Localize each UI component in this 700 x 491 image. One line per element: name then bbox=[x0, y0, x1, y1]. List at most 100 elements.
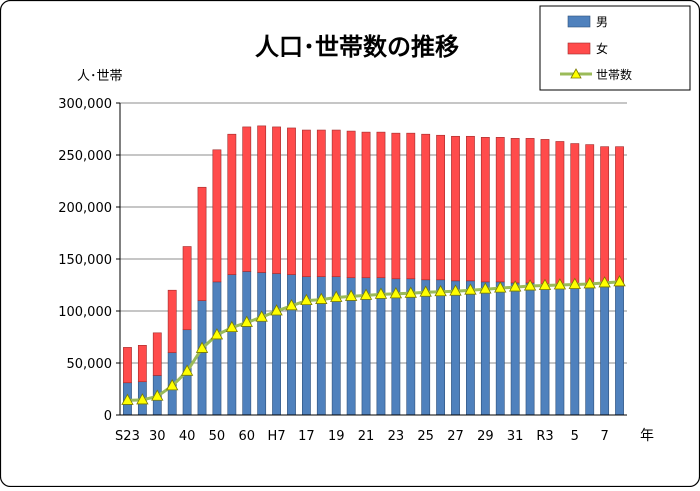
households-marker bbox=[136, 393, 149, 405]
households-marker bbox=[270, 304, 283, 316]
bar-female bbox=[451, 135, 460, 282]
bar-male bbox=[570, 284, 580, 416]
households-marker bbox=[613, 275, 626, 287]
x-tick-label: 29 bbox=[477, 429, 494, 444]
bar-male bbox=[227, 274, 237, 416]
bar-female bbox=[272, 126, 281, 274]
x-tick-label: 19 bbox=[328, 429, 345, 444]
x-tick-label: H7 bbox=[268, 429, 286, 444]
bar-female bbox=[361, 131, 371, 279]
bar-female bbox=[242, 126, 252, 272]
bar-female bbox=[346, 130, 356, 279]
households-marker bbox=[330, 290, 343, 302]
x-tick-label: 23 bbox=[388, 429, 405, 444]
bar-female bbox=[197, 186, 207, 301]
households-marker bbox=[464, 283, 477, 295]
bar-male bbox=[495, 281, 505, 416]
bar-male bbox=[406, 278, 416, 416]
households-marker bbox=[210, 328, 224, 340]
households-marker bbox=[285, 298, 298, 311]
x-tick-label: 60 bbox=[238, 429, 255, 444]
households-marker bbox=[568, 277, 581, 289]
households-marker bbox=[449, 284, 462, 296]
bar-female bbox=[123, 347, 132, 384]
bar-male bbox=[600, 285, 610, 416]
households-marker bbox=[404, 286, 417, 298]
bar-female bbox=[182, 246, 192, 331]
y-tick-labels: 0 50,000 100,000 150,000 200,000 250,000 300,0… bbox=[58, 97, 112, 424]
x-tick-label: R3 bbox=[536, 429, 553, 444]
bar-female bbox=[585, 144, 595, 286]
x-tick-labels: S23 30 40 50 60 H7 17 19 21 23 25 27 29 31 R3 5 7 bbox=[115, 429, 609, 444]
bar-male bbox=[585, 284, 595, 416]
bar-male bbox=[212, 281, 222, 416]
households-marker bbox=[553, 278, 567, 290]
households-marker bbox=[195, 341, 209, 353]
bar-female bbox=[212, 149, 222, 283]
households-marker bbox=[240, 315, 253, 327]
households-marker bbox=[389, 287, 403, 299]
y-tick-label: 300,000 bbox=[58, 97, 112, 112]
y-axis-label: 人･世帯 bbox=[77, 69, 123, 84]
households-line bbox=[121, 275, 626, 405]
bar-female bbox=[436, 134, 446, 281]
x-tick-label: S23 bbox=[115, 429, 140, 444]
bar-female bbox=[570, 143, 580, 286]
legend-marker-households bbox=[570, 68, 582, 79]
bar-male bbox=[242, 271, 252, 416]
x-tick-label: 40 bbox=[179, 429, 196, 444]
bar-male bbox=[555, 283, 565, 416]
bar-female bbox=[152, 332, 162, 376]
bar-female bbox=[227, 133, 237, 275]
households-marker bbox=[315, 292, 328, 304]
bar-female bbox=[555, 141, 565, 285]
x-tick-label: 31 bbox=[507, 429, 524, 444]
bar-male bbox=[540, 283, 550, 416]
households-marker bbox=[225, 320, 239, 333]
households-marker bbox=[344, 289, 358, 301]
bar-female bbox=[466, 135, 475, 282]
bar-female bbox=[480, 137, 490, 283]
y-tick-label: 100,000 bbox=[58, 305, 112, 320]
y-tick-label: 200,000 bbox=[58, 201, 112, 216]
households-marker bbox=[255, 310, 268, 322]
bar-female bbox=[376, 131, 386, 279]
bar-female bbox=[137, 345, 147, 383]
legend-label-female: 女 bbox=[596, 41, 608, 56]
y-tick-label: 0 bbox=[104, 409, 112, 424]
legend-label-households: 世帯数 bbox=[596, 67, 632, 82]
households-marker bbox=[508, 280, 522, 292]
bar-female bbox=[510, 138, 520, 284]
bar-female bbox=[301, 129, 311, 277]
y-tick-label: 150,000 bbox=[58, 253, 112, 268]
households-line-path bbox=[127, 280, 620, 402]
bar-female bbox=[406, 132, 416, 280]
chart-title: 人口･世帯数の推移 bbox=[255, 33, 459, 61]
bar-male bbox=[480, 281, 490, 416]
x-tick-label: 17 bbox=[298, 429, 315, 444]
bar-female bbox=[495, 137, 505, 283]
x-tick-label: 50 bbox=[209, 429, 226, 444]
legend: 男 女 世帯数 bbox=[539, 5, 691, 91]
households-marker bbox=[494, 281, 507, 293]
bar-male bbox=[391, 278, 401, 416]
x-tick-label: 7 bbox=[600, 429, 608, 444]
bar-male bbox=[421, 279, 431, 416]
bar-female bbox=[540, 139, 550, 285]
legend-box bbox=[539, 5, 691, 91]
x-tick-label: 5 bbox=[571, 429, 579, 444]
households-marker bbox=[523, 279, 537, 291]
x-tick-label: 21 bbox=[358, 429, 375, 444]
bar-male bbox=[510, 282, 520, 416]
households-marker bbox=[121, 393, 134, 405]
households-marker bbox=[359, 288, 373, 300]
households-marker bbox=[300, 293, 313, 306]
households-marker bbox=[166, 379, 179, 391]
x-tick-label: 27 bbox=[447, 429, 464, 444]
legend-swatch-female bbox=[567, 42, 591, 55]
y-tick-label: 250,000 bbox=[58, 149, 112, 164]
bar-male bbox=[197, 300, 207, 416]
bar-male bbox=[436, 279, 446, 416]
